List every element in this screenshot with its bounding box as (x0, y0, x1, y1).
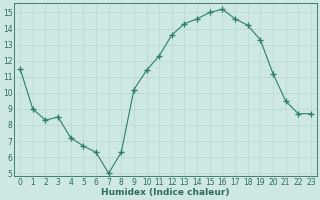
X-axis label: Humidex (Indice chaleur): Humidex (Indice chaleur) (101, 188, 230, 197)
